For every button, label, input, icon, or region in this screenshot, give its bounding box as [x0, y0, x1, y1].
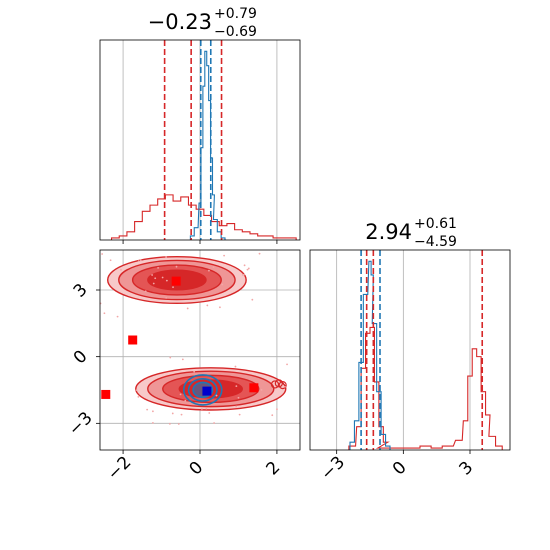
sample-point [101, 253, 104, 255]
sample-point [157, 266, 159, 269]
density-contour-red [278, 381, 287, 390]
joint-panel: −2 0 2 3 0 −3 [65, 249, 301, 485]
y-tick-label: 3 [70, 280, 92, 302]
histogram-series [348, 326, 503, 450]
sample-point [205, 407, 208, 410]
sample-point [181, 358, 184, 361]
sample-point [175, 265, 178, 268]
x-marginal-panel [99, 39, 301, 244]
x-tick-label: −2 [104, 453, 136, 485]
sample-point [184, 399, 187, 402]
y-tick-label: −3 [65, 408, 97, 440]
sample-point [169, 356, 172, 359]
histogram-series [349, 260, 391, 450]
sample-point [120, 269, 122, 271]
sample-point [171, 412, 174, 415]
x-tick-label: 0 [389, 458, 411, 480]
axes-frame [99, 39, 301, 241]
sample-point [235, 385, 238, 388]
sample-point [215, 394, 218, 397]
title-lower-error: −4.59 [414, 234, 457, 250]
sample-point [116, 315, 119, 318]
sample-point [165, 256, 168, 258]
sample-point [221, 283, 224, 286]
sample-point [172, 286, 174, 289]
sample-point [165, 296, 168, 299]
sample-point [180, 413, 183, 416]
marker-blue-square [202, 386, 212, 396]
x-tick-label: 0 [186, 458, 208, 480]
sample-point [258, 252, 261, 255]
sample-point [109, 259, 112, 262]
sample-point [137, 260, 140, 263]
sample-point [165, 279, 168, 282]
histogram-series [110, 194, 297, 240]
y-marginal-panel: −3 0 3 [309, 249, 511, 485]
sample-point [238, 413, 241, 416]
sample-point [168, 422, 171, 425]
sample-point [161, 276, 164, 279]
sample-point [213, 422, 215, 424]
marker-red-square [101, 389, 111, 399]
x-tick-label: −3 [317, 453, 349, 485]
density-contour-blue [187, 377, 218, 402]
marker-red-square [128, 335, 138, 345]
sample-point [201, 408, 203, 410]
sample-point [135, 389, 138, 392]
histogram-series [189, 50, 226, 240]
sample-point [144, 290, 147, 293]
x-tick-label: 3 [456, 458, 478, 480]
sample-point [137, 395, 140, 398]
sample-point [206, 304, 209, 307]
sample-point [234, 365, 237, 368]
title-lower-error: −0.69 [214, 24, 257, 40]
sample-point [219, 306, 221, 309]
sample-point [223, 254, 226, 257]
sample-point [241, 273, 244, 276]
sample-point [152, 410, 154, 413]
sample-point [151, 274, 154, 276]
title-value: −0.23 [148, 10, 212, 34]
sample-point [284, 385, 286, 388]
sample-point [152, 421, 154, 424]
sample-point [237, 396, 240, 399]
sample-point [193, 370, 196, 373]
sample-point [271, 414, 274, 417]
sample-point [247, 267, 250, 270]
sample-point [243, 264, 246, 267]
axes-frame [99, 249, 301, 451]
density-contour-red [270, 380, 280, 389]
density-contour-red [274, 379, 283, 388]
marker-red-square [249, 383, 259, 393]
density-contour-blue [182, 374, 223, 406]
y-tick-label: 0 [70, 346, 92, 368]
axes-frame [309, 249, 511, 451]
title-upper-error: +0.79 [214, 6, 257, 22]
sample-point [260, 388, 263, 391]
sample-point [139, 259, 142, 262]
title-value: 2.94 [365, 220, 412, 244]
sample-point [251, 298, 254, 301]
panel-titles: −0.23 +0.79 −0.69 2.94 +0.61 −4.59 [148, 6, 457, 250]
sample-point [235, 405, 238, 408]
sample-point [212, 266, 215, 268]
sample-point [103, 312, 106, 315]
sample-point [276, 408, 278, 411]
sample-point [208, 412, 211, 414]
x-tick-label: 2 [262, 458, 284, 480]
sample-point [186, 307, 189, 310]
title-upper-error: +0.61 [414, 216, 457, 232]
sample-point [154, 277, 157, 280]
sample-point [152, 282, 155, 285]
marker-red-square [171, 276, 181, 286]
sample-point [286, 363, 288, 366]
sample-point [146, 408, 149, 411]
sample-point [246, 268, 249, 271]
sample-point [208, 269, 210, 272]
sample-point [177, 423, 180, 425]
sample-point [179, 393, 182, 396]
